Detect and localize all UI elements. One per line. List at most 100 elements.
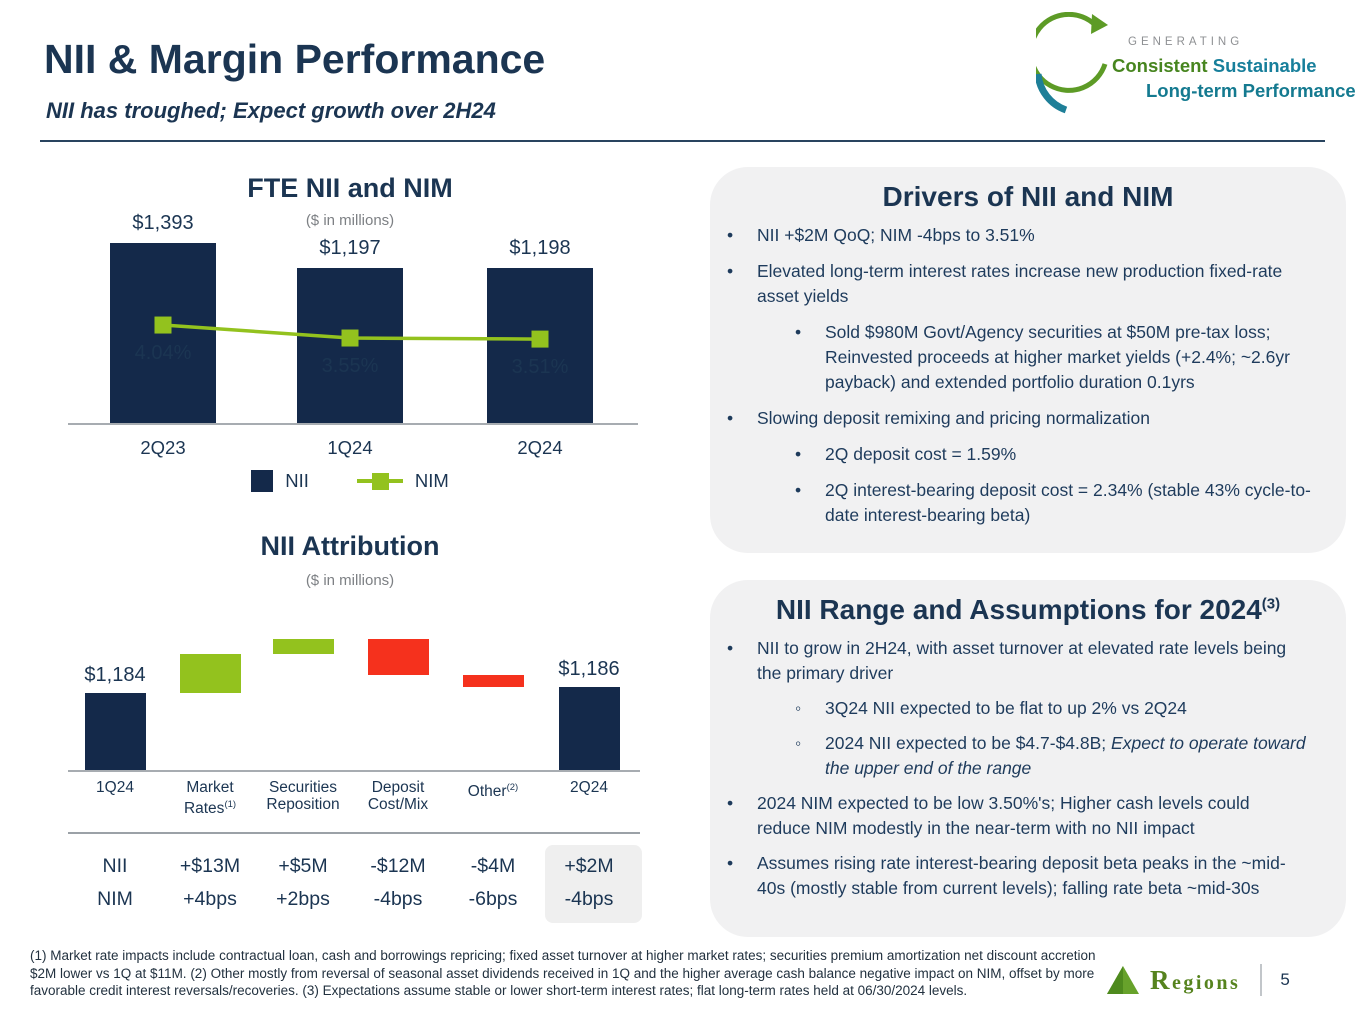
nii-value-label: $1,393 <box>132 212 194 234</box>
nii-value-label: $1,198 <box>509 237 571 260</box>
page-number: 5 <box>1280 970 1290 989</box>
bullet-italic-text: Expect to operate toward the upper end o… <box>825 733 1306 778</box>
nii-bar <box>297 268 403 423</box>
increase-bar <box>179 654 241 693</box>
table-cell: -4bps <box>373 888 423 910</box>
fte-chart-subtitle: ($ in millions) <box>305 212 395 229</box>
highlight-box <box>545 845 642 923</box>
nii-legend-swatch <box>251 470 274 492</box>
nim-value-label: 3.51% <box>511 356 569 379</box>
page-title: NII & Margin Performance <box>44 36 546 82</box>
bullet-text: 2024 NIM expected to be low 3.50%'s; Hig… <box>757 793 1250 838</box>
nim-value-label: 3.55% <box>321 355 379 378</box>
bullet-text: Slowing deposit remixing and pricing nor… <box>757 408 1150 428</box>
decrease-bar <box>367 639 429 675</box>
waterfall-value-label: $1,186 <box>558 658 620 680</box>
nii-value-label: $1,197 <box>319 237 381 260</box>
x-axis-label: 1Q24 <box>327 437 373 458</box>
nii-legend-label: NII <box>285 470 309 491</box>
waterfall-x-axis-line <box>68 770 640 772</box>
fte-chart-title: FTE NII and NIM <box>247 173 453 203</box>
brand-consistent-text: Consistent <box>1112 55 1208 76</box>
brand-line2: Consistent Sustainable <box>1112 55 1356 77</box>
waterfall-category-label: Market Rates(1) <box>183 779 237 818</box>
nim-legend-swatch <box>356 472 403 490</box>
bullet-item: Slowing deposit remixing and pricing nor… <box>710 406 1346 431</box>
brand-longterm-text: Long-term Performance <box>1146 80 1356 101</box>
waterfall-category-label: 2Q24 <box>570 779 608 796</box>
table-divider-line <box>68 832 640 834</box>
brand-tagline: GENERATING Consistent Sustainable Long-t… <box>1112 12 1356 114</box>
waterfall-category-label: Securities Reposition <box>266 779 340 813</box>
fte-nii-nim-chart: FTE NII and NIM ($ in millions) NII NIM … <box>40 165 660 525</box>
table-cell: +$5M <box>278 855 328 877</box>
bullet-text: NII +$2M QoQ; NIM -4bps to 3.51% <box>757 225 1035 245</box>
bullet-item: 3Q24 NII expected to be flat to up 2% vs… <box>710 696 1346 721</box>
drivers-panel: Drivers of NII and NIM NII +$2M QoQ; NIM… <box>710 167 1346 553</box>
nii-range-panel: NII Range and Assumptions for 2024(3) NI… <box>710 580 1346 937</box>
range-bullet-list: NII to grow in 2H24, with asset turnover… <box>710 636 1346 901</box>
regions-logo-icon <box>1107 966 1139 994</box>
table-cell: +$13M <box>179 855 241 877</box>
x-axis-label: 2Q23 <box>140 437 186 458</box>
bullet-item: 2Q interest-bearing deposit cost = 2.34%… <box>710 478 1346 528</box>
bullet-item: 2024 NIM expected to be low 3.50%'s; Hig… <box>710 791 1346 841</box>
table-cell: -6bps <box>468 888 518 910</box>
bullet-item: Sold $980M Govt/Agency securities at $50… <box>710 320 1346 395</box>
brand-logo: GENERATING Consistent Sustainable Long-t… <box>1036 12 1356 114</box>
decrease-bar <box>462 675 524 687</box>
waterfall-category-label: Other(2) <box>467 782 519 801</box>
panel-title-text: NII Range and Assumptions for 2024 <box>775 594 1262 625</box>
brand-generating-text: GENERATING <box>1128 36 1244 48</box>
total-bar <box>558 687 620 770</box>
table-row-header: NII <box>102 855 128 877</box>
bullet-text: 3Q24 NII expected to be flat to up 2% vs… <box>825 698 1187 718</box>
nii-bar <box>110 243 216 423</box>
x-axis-line <box>68 423 638 425</box>
footnotes: (1) Market rate impacts include contract… <box>30 948 1096 998</box>
bullet-text: Sold $980M Govt/Agency securities at $50… <box>825 322 1290 392</box>
page-subtitle: NII has troughed; Expect growth over 2H2… <box>46 98 496 123</box>
panel-title-superscript: (3) <box>1261 595 1281 613</box>
bullet-text: 2024 NII expected to be $4.7-$4.8B; <box>825 733 1112 753</box>
bullet-item: 2024 NII expected to be $4.7-$4.8B; Expe… <box>710 731 1346 781</box>
x-axis-label: 2Q24 <box>517 437 563 458</box>
table-cell: -$12M <box>370 855 426 877</box>
footer-brand: Regions 5 <box>1106 964 1290 996</box>
bullet-item: Assumes rising rate interest-bearing dep… <box>710 851 1346 901</box>
bullet-text: NII to grow in 2H24, with asset turnover… <box>757 638 1287 683</box>
brand-swoosh-icon <box>1036 12 1108 114</box>
nii-range-panel-title: NII Range and Assumptions for 2024(3) <box>740 594 1316 626</box>
waterfall-chart-subtitle: ($ in millions) <box>305 572 395 589</box>
table-cell: +$2M <box>564 855 614 877</box>
bullet-text: Elevated long-term interest rates increa… <box>757 261 1283 306</box>
nim-value-label: 4.04% <box>134 342 192 365</box>
waterfall-category-label: Deposit Cost/Mix <box>367 779 429 813</box>
nii-attribution-chart: NII Attribution ($ in millions) $1,184 1Q… <box>40 525 660 945</box>
table-cell: +4bps <box>183 888 237 910</box>
page-number-divider <box>1260 964 1263 996</box>
bullet-item: NII to grow in 2H24, with asset turnover… <box>710 636 1346 686</box>
table-cell: -4bps <box>564 888 614 910</box>
bullet-item: 2Q deposit cost = 1.59% <box>710 442 1346 467</box>
bullet-text: 2Q interest-bearing deposit cost = 2.34%… <box>825 480 1311 525</box>
nim-legend-label: NIM <box>414 470 449 491</box>
drivers-panel-title: Drivers of NII and NIM <box>882 181 1174 212</box>
waterfall-value-label: $1,184 <box>84 664 146 686</box>
chart-legend: NII NIM <box>40 470 660 492</box>
bullet-item: Elevated long-term interest rates increa… <box>710 259 1346 309</box>
regions-wordmark: Regions <box>1150 964 1241 995</box>
table-cell: -$4M <box>470 855 516 877</box>
drivers-bullet-list: NII +$2M QoQ; NIM -4bps to 3.51% Elevate… <box>710 223 1346 528</box>
nii-bar <box>487 268 593 423</box>
waterfall-chart-title: NII Attribution <box>260 531 440 561</box>
increase-bar <box>272 639 334 654</box>
header-divider <box>40 140 1325 142</box>
total-bar <box>84 693 146 770</box>
waterfall-category-label: 1Q24 <box>96 779 134 796</box>
bullet-item: NII +$2M QoQ; NIM -4bps to 3.51% <box>710 223 1346 248</box>
bullet-text: 2Q deposit cost = 1.59% <box>825 444 1017 464</box>
brand-sustainable-text: Sustainable <box>1212 55 1317 76</box>
table-cell: +2bps <box>276 888 330 910</box>
